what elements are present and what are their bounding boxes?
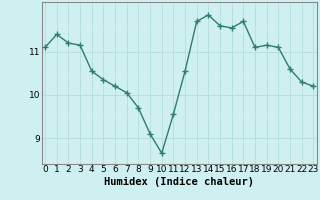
X-axis label: Humidex (Indice chaleur): Humidex (Indice chaleur) xyxy=(104,177,254,187)
